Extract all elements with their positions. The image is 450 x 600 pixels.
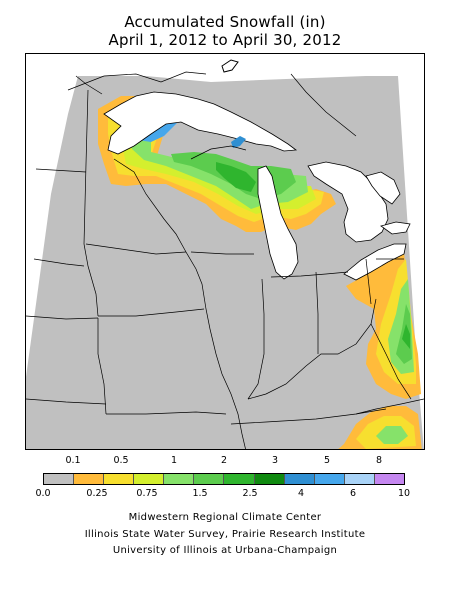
legend-label-top: 3 — [271, 455, 279, 466]
lake-huron — [307, 161, 389, 243]
legend-swatch — [314, 474, 345, 484]
isle-royale — [221, 59, 239, 73]
snow-south-green — [376, 426, 408, 444]
snowfall-map — [25, 53, 425, 450]
legend-label-top: 5 — [323, 455, 331, 466]
legend-label-bottom: 1.5 — [192, 488, 208, 499]
state-boundaries — [26, 71, 424, 449]
map-title: Accumulated Snowfall (in) — [124, 13, 326, 31]
legend-label-bottom: 0.25 — [86, 488, 108, 499]
legend-label-bottom: 6 — [349, 488, 357, 499]
legend-swatch — [194, 474, 225, 484]
legend-swatch — [74, 474, 105, 484]
legend-swatch — [254, 474, 285, 484]
legend-swatch — [164, 474, 195, 484]
legend-label-bottom: 4 — [297, 488, 305, 499]
legend-label-top: 2 — [220, 455, 228, 466]
green-bay — [231, 136, 246, 148]
legend-swatch — [224, 474, 255, 484]
legend-label-top: 0.5 — [113, 455, 129, 466]
legend-swatch — [344, 474, 375, 484]
legend-swatch — [284, 474, 315, 484]
credit-line: University of Illinois at Urbana-Champai… — [112, 545, 338, 556]
legend-color-bar — [43, 473, 405, 485]
lake-ontario — [380, 221, 411, 235]
legend-swatch — [104, 474, 135, 484]
legend-swatch — [134, 474, 165, 484]
color-legend: 0.1 0.5 1 2 3 5 8 0.0 0.25 0.75 1.5 2.5 … — [0, 455, 450, 505]
legend-label-bottom: 2.5 — [242, 488, 258, 499]
legend-swatch — [44, 474, 75, 484]
map-svg — [26, 59, 424, 449]
legend-swatch — [374, 474, 404, 484]
georgian-bay — [365, 171, 401, 205]
credit-line: Midwestern Regional Climate Center — [128, 512, 322, 523]
map-date-range: April 1, 2012 to April 30, 2012 — [108, 31, 342, 49]
lake-erie — [343, 243, 407, 281]
legend-label-bottom: 0.75 — [136, 488, 158, 499]
snow-east-blue — [402, 324, 410, 349]
credit-line: Illinois State Water Survey, Prairie Res… — [84, 529, 366, 540]
snow-band-darkgreen — [216, 162, 256, 192]
lake-superior — [103, 91, 298, 155]
legend-label-bottom: 0.0 — [35, 488, 51, 499]
legend-label-bottom: 10 — [397, 488, 411, 499]
legend-label-top: 8 — [375, 455, 383, 466]
legend-label-top: 1 — [170, 455, 178, 466]
legend-label-top: 0.1 — [65, 455, 81, 466]
lake-michigan — [257, 165, 299, 280]
